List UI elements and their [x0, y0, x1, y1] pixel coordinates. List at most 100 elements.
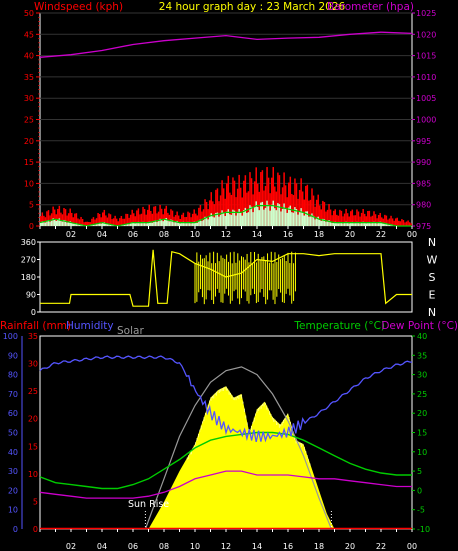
- wind-gust-bar: [92, 217, 95, 226]
- wind-gust-bar: [114, 215, 116, 226]
- wind-speed-bar: [226, 211, 228, 226]
- temp-x-tick-label: 04: [97, 542, 107, 551]
- wind-gust-bar: [328, 203, 330, 226]
- wind-gust-bar: [145, 214, 147, 226]
- compass-label: E: [429, 289, 436, 302]
- temperature-y-tick-label: -5: [417, 506, 425, 515]
- wind-speed-bar: [257, 207, 259, 226]
- wind-gust-bar: [229, 192, 231, 226]
- wind-gust-bar: [184, 217, 186, 226]
- wind-gust-bar: [187, 211, 189, 226]
- wind-speed-bar: [258, 210, 261, 226]
- wind-speed-bar: [317, 216, 319, 226]
- wind-speed-bar: [64, 220, 67, 226]
- compass-label: W: [427, 254, 438, 267]
- wind-speed-bar: [362, 221, 364, 226]
- rainfall-y-tick-label: 35: [28, 332, 38, 341]
- barometer-y-tick-label: 985: [416, 179, 431, 188]
- wind-gust-bar: [391, 218, 394, 226]
- wind-speed-bar: [125, 223, 127, 226]
- wind-gust-bar: [356, 209, 358, 226]
- wind-gust-bar: [315, 199, 318, 226]
- wind-gust-bar: [322, 200, 324, 226]
- wind-gust-bar: [222, 188, 225, 226]
- wind-gust-bar: [278, 175, 281, 226]
- barometer-y-tick-label: 1015: [416, 52, 436, 61]
- wind-gust-bar: [156, 213, 158, 226]
- wind-speed-bar: [329, 221, 332, 226]
- wind-speed-bar: [239, 212, 242, 226]
- temp-x-tick-label: 18: [314, 542, 324, 551]
- wind-speed-bar: [50, 220, 53, 226]
- wind-gust-bar: [323, 202, 326, 226]
- wind-gust-bar: [334, 209, 336, 226]
- wind-speed-bar: [264, 207, 267, 226]
- wind-gust-bar: [351, 209, 354, 226]
- wind-speed-bar: [148, 221, 150, 226]
- wind-gust-bar: [247, 191, 250, 226]
- wind-gust-bar: [362, 208, 364, 226]
- wind-speed-bar: [284, 208, 287, 226]
- wind-y-tick-label: 10: [24, 179, 34, 188]
- barometer-y-tick-label: 1010: [416, 73, 436, 82]
- compass-label: S: [429, 271, 436, 284]
- wind-gust-bar: [109, 214, 112, 226]
- wind-gust-bar: [216, 188, 219, 226]
- rainfall-y-tick-label: 5: [33, 497, 38, 506]
- wind-gust-bar: [67, 213, 70, 226]
- wind-gust-bar: [401, 219, 403, 226]
- wind-speed-bar: [342, 223, 344, 226]
- wind-speed-bar: [207, 219, 209, 226]
- wind-gust-bar: [343, 213, 346, 226]
- wind-gust-bar: [170, 209, 172, 226]
- wind-gust-bar: [148, 204, 150, 226]
- wind-gust-bar: [182, 212, 185, 226]
- wind-speed-bar: [129, 223, 132, 226]
- wind-speed-bar: [230, 214, 233, 226]
- rainfall-y-tick-label: 20: [28, 415, 38, 424]
- wind-gust-bar: [202, 209, 205, 226]
- wind-gust-bar: [272, 167, 274, 226]
- wind-gust-bar: [319, 205, 321, 226]
- wind-gust-bar: [407, 220, 409, 226]
- wind-gust-bar: [377, 214, 380, 226]
- wind-gust-bar: [320, 209, 323, 226]
- wind-speed-bar: [142, 221, 144, 226]
- wind-gust-bar: [295, 183, 298, 226]
- wind-speed-bar: [298, 211, 301, 226]
- wind-gust-bar: [393, 220, 395, 226]
- wind-speed-bar: [376, 223, 378, 226]
- solar-axis-title: Solar: [117, 325, 144, 337]
- wind-speed-bar: [168, 221, 171, 226]
- wind-speed-bar: [308, 216, 310, 226]
- wind-speed-bar: [160, 219, 163, 226]
- wind-gust-bar: [171, 210, 174, 226]
- wind-gust-bar: [88, 221, 90, 226]
- wind-speed-bar: [336, 223, 338, 226]
- wind-gust-bar: [238, 174, 240, 226]
- wind-gust-bar: [390, 215, 392, 226]
- wind-gust-bar: [58, 205, 61, 226]
- wind-gust-bar: [136, 210, 138, 226]
- wind-y-tick-label: 40: [24, 52, 34, 61]
- temp-x-tick-label: 10: [190, 542, 200, 551]
- wind-speed-bar: [162, 221, 164, 226]
- barometer-y-tick-label: 995: [416, 137, 431, 146]
- temp-x-tick-label: 12: [221, 542, 231, 551]
- wind-gust-bar: [263, 190, 265, 226]
- humidity-y-tick-label: 70: [8, 390, 18, 399]
- wind-speed-bar: [244, 207, 247, 226]
- wind-gust-bar: [176, 211, 178, 226]
- wind-gust-bar: [253, 181, 256, 226]
- wind-y-tick-label: 35: [24, 73, 34, 82]
- wind-speed-bar: [224, 216, 226, 226]
- wind-speed-bar: [288, 207, 290, 226]
- wind-speed-bar: [131, 222, 133, 226]
- wind-speed-bar: [40, 222, 42, 226]
- wind-speed-bar: [354, 223, 357, 226]
- wind-gust-bar: [368, 210, 371, 226]
- wind-speed-bar: [315, 217, 318, 226]
- temperature-y-tick-label: 40: [417, 332, 427, 341]
- wind-speed-bar: [122, 225, 124, 226]
